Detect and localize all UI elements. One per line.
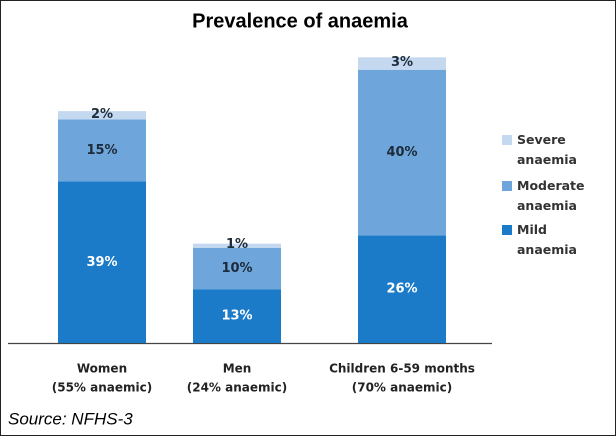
bar-segment xyxy=(58,111,146,120)
value-label: 15% xyxy=(86,143,117,158)
bar-segment xyxy=(358,235,446,343)
value-label: 1% xyxy=(226,237,248,252)
x-tick-label: Men xyxy=(223,362,252,376)
value-label: 39% xyxy=(86,255,117,270)
value-label: 2% xyxy=(91,107,113,122)
value-label: 10% xyxy=(221,261,252,276)
legend-swatch xyxy=(502,135,512,145)
bar-segment xyxy=(193,247,281,290)
legend-swatch xyxy=(502,225,512,235)
x-tick-sublabel: (70% anaemic) xyxy=(352,381,452,395)
bar-segment xyxy=(358,69,446,236)
source: Source: NFHS-3 xyxy=(8,409,133,428)
x-tick-sublabel: (55% anaemic) xyxy=(52,381,152,395)
chart-title: Prevalence of anaemia xyxy=(192,10,409,32)
x-tick-label: Women xyxy=(77,362,127,376)
bar-segment xyxy=(193,289,281,343)
legend-swatch xyxy=(502,181,512,191)
value-label: 40% xyxy=(386,145,417,160)
x-tick-label: Children 6-59 months xyxy=(329,362,475,376)
legend-label: Severe anaemia xyxy=(517,132,577,167)
bar-segment xyxy=(58,119,146,182)
value-label: 3% xyxy=(391,55,413,70)
value-label: 13% xyxy=(221,309,252,324)
bar-segment xyxy=(358,57,446,70)
value-label: 26% xyxy=(386,282,417,297)
legend-label: Moderate anaemia xyxy=(517,178,589,213)
bar-segment xyxy=(58,181,146,343)
bar-segment xyxy=(193,243,281,248)
x-tick-sublabel: (24% anaemic) xyxy=(187,381,287,395)
legend-label: Mild anaemia xyxy=(517,222,577,257)
